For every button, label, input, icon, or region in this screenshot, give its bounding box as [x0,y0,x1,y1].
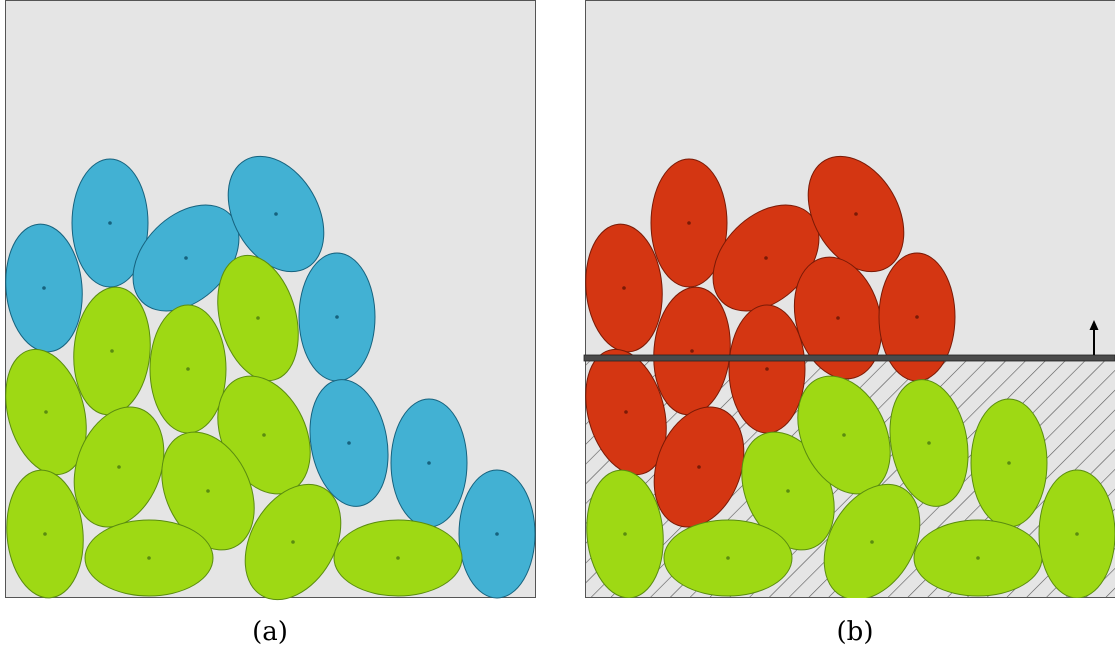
panel-a-particle-green [84,519,214,597]
particle-center-dot [836,316,840,320]
panel-b-particle-green [586,469,664,598]
panel-b-particle-green [663,519,793,597]
particle-center-dot [42,286,46,290]
particle-center-dot [335,315,339,319]
particle-center-dot [623,532,627,536]
particle-center-dot [624,410,628,414]
panel-b-particle-green [889,379,969,507]
particle-center-dot [274,212,278,216]
panel-b-particle-red [878,252,956,382]
particle-center-dot [184,256,188,260]
panel-b-particle-red [807,155,905,273]
particle-center-dot [1007,461,1011,465]
particle-center-dot [927,441,931,445]
panel-b-particle-red [728,304,806,434]
panel-b-particle-red [793,256,883,380]
panel-b-particle-red [585,348,667,476]
particle-center-dot [291,540,295,544]
particle-center-dot [262,433,266,437]
panel-b-particle-red [650,158,728,288]
particle-center-dot [347,441,351,445]
panel-a-particle-green [5,348,87,476]
particle-center-dot [915,315,919,319]
panel-b-particle-green [1038,469,1115,598]
particle-center-dot [43,532,47,536]
panel-b-particle-green [913,519,1043,597]
particle-center-dot [786,489,790,493]
particle-center-dot [976,556,980,560]
particle-center-dot [110,349,114,353]
panel-a-particle-green [161,431,255,551]
panel-b-label: (b) [837,617,874,647]
panel-a-particle-blue [309,379,389,507]
particle-center-dot [854,212,858,216]
particle-center-dot [697,465,701,469]
panel-a-particle-green [73,286,151,416]
panel-a-particle-green [73,406,165,528]
panel-b-particle-red [712,204,820,312]
panel-a: (a) [5,0,536,647]
particle-center-dot [687,221,691,225]
particle-center-dot [108,221,112,225]
panel-a-particle-green [244,483,342,601]
particle-center-dot [206,489,210,493]
panel-b-particle-green [970,398,1048,528]
particle-center-dot [256,316,260,320]
panel-a-particle-blue [298,252,376,382]
panel-b-particle-red [585,223,663,353]
panel-a-particle-blue [227,155,325,273]
panel-b-particle-red [653,286,731,416]
panel-a-particle-blue [71,158,149,288]
particle-center-dot [870,540,874,544]
panel-a-label: (a) [252,617,288,647]
moving-plate [583,354,1115,362]
particle-center-dot [690,349,694,353]
panel-a-particle-green [6,469,84,599]
panel-a-particles [5,155,536,601]
particle-center-dot [427,461,431,465]
particle-center-dot [842,433,846,437]
particle-center-dot [765,367,769,371]
particle-center-dot [117,465,121,469]
particle-center-dot [186,367,190,371]
panel-a-particle-green [333,519,463,597]
panel-b-particles [585,155,1115,598]
particle-center-dot [1075,532,1079,536]
panel-b: (b) [583,0,1115,647]
panel-a-particle-blue [390,398,468,528]
particle-center-dot [495,532,499,536]
particle-center-dot [44,410,48,414]
particle-center-dot [622,286,626,290]
particle-center-dot [147,556,151,560]
particle-center-dot [764,256,768,260]
panel-a-particle-green [149,304,227,434]
arrow-up-icon [1089,320,1099,355]
panel-a-particle-blue [132,204,240,312]
particle-center-dot [396,556,400,560]
panel-a-particle-green [217,254,299,382]
particle-center-dot [726,556,730,560]
panel-a-particle-blue [5,223,83,353]
panel-a-particle-blue [458,469,536,599]
panel-b-particle-green [823,483,921,598]
panel-b-particle-red [653,406,745,528]
